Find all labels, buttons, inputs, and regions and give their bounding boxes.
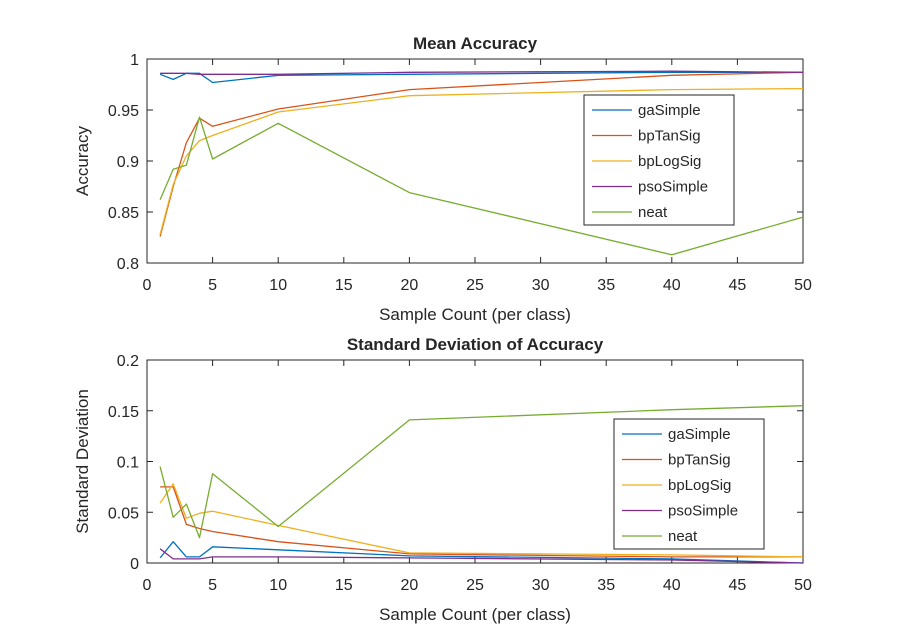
x-tick-label: 30 xyxy=(532,277,550,294)
series-line-gaSimple xyxy=(159,541,804,564)
x-tick-label: 25 xyxy=(466,577,484,594)
chart-title: Standard Deviation of Accuracy xyxy=(347,335,604,354)
series-line-neat xyxy=(159,116,804,256)
x-tick-label: 10 xyxy=(269,277,287,294)
legend-label: psoSimple xyxy=(638,179,708,196)
series-line-bpLogSig xyxy=(159,483,804,558)
x-tick-label: 10 xyxy=(269,577,287,594)
x-tick-label: 5 xyxy=(208,277,217,294)
series-line-bpTanSig xyxy=(159,71,804,237)
y-tick-label: 0.9 xyxy=(117,154,139,171)
legend-label: bpLogSig xyxy=(638,153,701,170)
legend-label: gaSimple xyxy=(638,102,701,119)
x-tick-label: 35 xyxy=(597,277,615,294)
y-tick-label: 0.1 xyxy=(117,455,139,472)
y-axis-label: Standard Deviation xyxy=(73,389,92,534)
series-line-bpLogSig xyxy=(159,87,804,235)
x-tick-label: 20 xyxy=(401,277,419,294)
x-tick-label: 15 xyxy=(335,277,353,294)
legend-label: psoSimple xyxy=(668,503,738,520)
series-line-psoSimple xyxy=(160,70,804,75)
legend-label: neat xyxy=(668,528,698,545)
y-tick-label: 0.8 xyxy=(117,256,139,273)
x-tick-label: 20 xyxy=(401,577,419,594)
x-tick-label: 25 xyxy=(466,277,484,294)
y-tick-label: 0.15 xyxy=(108,404,139,421)
y-tick-label: 1 xyxy=(130,52,139,69)
legend-label: gaSimple xyxy=(668,426,731,443)
x-tick-label: 15 xyxy=(335,577,353,594)
y-tick-label: 0.05 xyxy=(108,505,139,522)
x-tick-label: 50 xyxy=(794,577,812,594)
x-tick-label: 0 xyxy=(143,577,152,594)
x-tick-label: 50 xyxy=(794,277,812,294)
legend-label: bpLogSig xyxy=(668,477,731,494)
y-axis-label: Accuracy xyxy=(73,126,92,196)
series-line-neat xyxy=(159,405,804,539)
legend-label: bpTanSig xyxy=(638,128,701,145)
x-tick-label: 35 xyxy=(597,577,615,594)
x-tick-label: 45 xyxy=(729,277,747,294)
y-tick-label: 0 xyxy=(130,556,139,573)
chart-2: 0 5 10 15 20 25 30 35 40 45 50 0 0.05 0.1 0.15 0.2 Stand… xyxy=(73,335,812,624)
y-tick-label: 0.95 xyxy=(108,103,139,120)
x-axis-label: Sample Count (per class) xyxy=(379,305,571,324)
chart-title: Mean Accuracy xyxy=(413,34,538,53)
legend-label: bpTanSig xyxy=(668,452,731,469)
x-tick-label: 40 xyxy=(663,277,681,294)
x-tick-label: 0 xyxy=(143,277,152,294)
legend: gaSimple bpTanSig bpLogSig psoSimple neat xyxy=(613,418,765,550)
legend-box xyxy=(583,94,735,226)
legend-box xyxy=(613,418,765,550)
x-tick-label: 40 xyxy=(663,577,681,594)
x-tick-label: 5 xyxy=(208,577,217,594)
series-line-bpTanSig xyxy=(160,486,803,558)
y-tick-label: 0.2 xyxy=(117,353,139,370)
x-axis-label: Sample Count (per class) xyxy=(379,605,571,624)
legend-label: neat xyxy=(638,204,668,221)
series-line-gaSimple xyxy=(159,71,803,84)
series-line-psoSimple xyxy=(159,548,804,564)
y-tick-label: 0.85 xyxy=(108,205,139,222)
legend: gaSimple bpTanSig bpLogSig psoSimple neat xyxy=(583,94,735,226)
chart-1: 0 5 10 15 20 25 30 35 40 45 50 0.8 0.85 0.9 0.95 1 Mean … xyxy=(73,34,812,324)
x-tick-label: 45 xyxy=(729,577,747,594)
x-tick-label: 30 xyxy=(532,577,550,594)
